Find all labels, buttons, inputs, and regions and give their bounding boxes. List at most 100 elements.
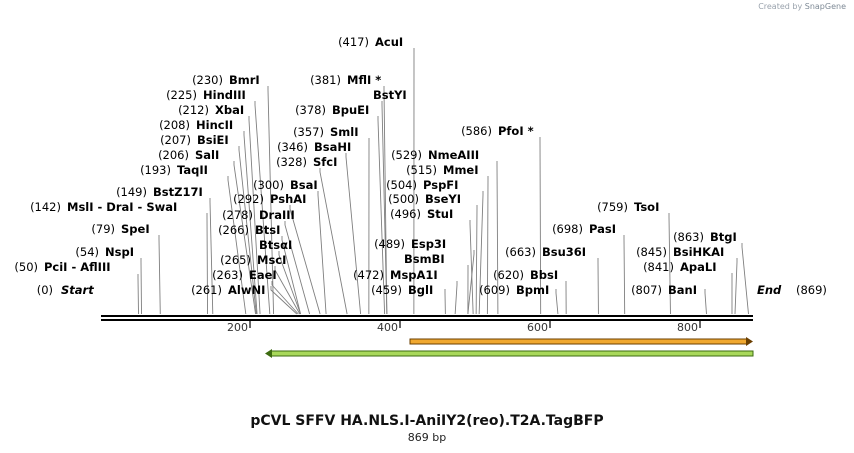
- site-name-spei[interactable]: SpeI: [121, 222, 150, 236]
- site-name-sfci[interactable]: SfcI: [313, 155, 337, 169]
- site-name-bsai[interactable]: BsaI: [290, 178, 318, 192]
- site-label-pasi[interactable]: (698): [552, 222, 583, 236]
- site-label-esp3i[interactable]: (489): [374, 237, 405, 251]
- site-name-smli[interactable]: SmlI: [330, 125, 359, 139]
- site-label-pfoi[interactable]: (586): [461, 124, 492, 138]
- site-label-tsoi[interactable]: (759): [597, 200, 628, 214]
- site-label-bsu36i[interactable]: (663): [505, 245, 536, 259]
- site-name-bani[interactable]: BanI: [668, 283, 697, 297]
- site-name-bstz17i[interactable]: BstZ17I: [153, 185, 203, 199]
- feature-bar-green-feature[interactable]: [269, 350, 754, 357]
- site-name-nspi[interactable]: NspI: [105, 245, 134, 259]
- site-name-pcil[interactable]: PciI - AflIII: [44, 260, 111, 274]
- site-name-stui[interactable]: StuI: [427, 207, 453, 221]
- site-leader-btgi: [741, 243, 749, 315]
- site-label-bgli[interactable]: (459): [371, 283, 402, 297]
- site-name-bmri[interactable]: BmrI: [229, 73, 260, 87]
- site-name-btsi[interactable]: BtsI: [255, 223, 280, 237]
- site-label-mspa1i[interactable]: (472): [353, 268, 384, 282]
- site-name-hindiii[interactable]: HindIII: [203, 88, 246, 102]
- site-name-bpuei[interactable]: BpuEI: [332, 103, 369, 117]
- site-label-btsi[interactable]: (266): [218, 223, 249, 237]
- site-label-bbsi[interactable]: (620): [493, 268, 524, 282]
- site-label-bsiei[interactable]: (207): [160, 133, 191, 147]
- site-name-btgi[interactable]: BtgI: [710, 230, 737, 244]
- site-label-pcil[interactable]: (50): [14, 260, 38, 274]
- site-leader-bsahi: [345, 153, 362, 315]
- site-label-xbai[interactable]: (212): [178, 103, 209, 117]
- site-label-nspi[interactable]: (54): [75, 245, 99, 259]
- site-leader-pcil: [137, 274, 139, 315]
- site-label-mmei[interactable]: (515): [406, 163, 437, 177]
- site-name-bgli[interactable]: BglI: [408, 283, 433, 297]
- site-label-taqii[interactable]: (193): [140, 163, 171, 177]
- site-label-draiii[interactable]: (278): [222, 208, 253, 222]
- site-name-bbsi[interactable]: BbsI: [530, 268, 558, 282]
- site-label-bsai[interactable]: (300): [253, 178, 284, 192]
- site-label-bmri[interactable]: (230): [192, 73, 223, 87]
- site-name-eaei[interactable]: EaeI: [249, 268, 277, 282]
- site-label-nmeaiii[interactable]: (529): [391, 148, 422, 162]
- site-name-draiii[interactable]: DraIII: [259, 208, 295, 222]
- site-label-mfli[interactable]: (381): [310, 73, 341, 87]
- site-name-alwni[interactable]: AlwNI: [228, 283, 265, 297]
- site-name-mspa1i[interactable]: MspA1I: [390, 268, 438, 282]
- site-name-bseyi[interactable]: BseYI: [425, 192, 461, 206]
- site-name-msli[interactable]: MslI - DraI - SwaI: [67, 200, 177, 214]
- site-label-spei[interactable]: (79): [91, 222, 115, 236]
- site-leader-mmei: [486, 176, 489, 315]
- site-label-alwni[interactable]: (261): [191, 283, 222, 297]
- site-name-bpmi[interactable]: BpmI: [516, 283, 549, 297]
- site-name-bsmbi[interactable]: BsmBI: [404, 252, 445, 266]
- site-name-pspfi[interactable]: PspFI: [423, 178, 458, 192]
- site-label-msli[interactable]: (142): [30, 200, 61, 214]
- site-label-stui[interactable]: (496): [390, 207, 421, 221]
- site-label-bseyi[interactable]: (500): [388, 192, 419, 206]
- feature-arrowhead-forward: [746, 337, 753, 346]
- site-label-bpuei[interactable]: (378): [295, 103, 326, 117]
- site-label-hincii[interactable]: (208): [159, 118, 190, 132]
- feature-bar-orange-feature[interactable]: [409, 338, 749, 345]
- site-leader-msci: [274, 266, 301, 315]
- site-name-btsai[interactable]: BtsαI: [259, 238, 292, 252]
- site-name-bsu36i[interactable]: Bsu36I: [542, 245, 586, 259]
- site-name-pfoi[interactable]: PfoI *: [498, 124, 534, 138]
- site-name-bstyi[interactable]: BstYI: [373, 88, 407, 102]
- site-name-mfli[interactable]: MflI *: [347, 73, 381, 87]
- site-label-smli[interactable]: (357): [293, 125, 324, 139]
- site-name-apali[interactable]: ApaLI: [680, 260, 717, 274]
- site-label-bani[interactable]: (807): [631, 283, 662, 297]
- site-name-esp3i[interactable]: Esp3I: [411, 237, 446, 251]
- site-leader-stui: [469, 220, 474, 315]
- site-name-hincii[interactable]: HincII: [196, 118, 233, 132]
- site-label-bsihkai[interactable]: (845): [636, 245, 667, 259]
- site-label-msci[interactable]: (265): [220, 253, 251, 267]
- site-name-pshai[interactable]: PshAI: [270, 192, 306, 206]
- site-label-sfci[interactable]: (328): [276, 155, 307, 169]
- site-label-eaei[interactable]: (263): [212, 268, 243, 282]
- site-label-acui[interactable]: (417): [338, 35, 369, 49]
- site-label-bpmi[interactable]: (609): [479, 283, 510, 297]
- site-name-bsahi[interactable]: BsaHI: [314, 140, 351, 154]
- site-name-xbai[interactable]: XbaI: [215, 103, 244, 117]
- site-name-bsihkai[interactable]: BsiHKAI: [673, 245, 724, 259]
- site-name-sali[interactable]: SalI: [195, 148, 219, 162]
- site-label-btgi[interactable]: (863): [673, 230, 704, 244]
- site-name-msci[interactable]: MscI: [257, 253, 286, 267]
- site-label-apali[interactable]: (841): [643, 260, 674, 274]
- site-position: (265): [220, 253, 251, 267]
- site-label-pshai[interactable]: (292): [233, 192, 264, 206]
- site-name-nmeaiii[interactable]: NmeAIII: [428, 148, 479, 162]
- site-name-acui[interactable]: AcuI: [375, 35, 403, 49]
- site-label-hindiii[interactable]: (225): [166, 88, 197, 102]
- site-name-tsoi[interactable]: TsoI: [634, 200, 659, 214]
- site-name-taqii[interactable]: TaqII: [177, 163, 208, 177]
- credit-prefix: Created by: [758, 2, 803, 11]
- site-name-bsiei[interactable]: BsiEI: [197, 133, 229, 147]
- site-label-bsahi[interactable]: (346): [277, 140, 308, 154]
- site-label-bstz17i[interactable]: (149): [116, 185, 147, 199]
- site-name-mmei[interactable]: MmeI: [443, 163, 479, 177]
- site-name-pasi[interactable]: PasI: [589, 222, 616, 236]
- site-label-sali[interactable]: (206): [158, 148, 189, 162]
- site-label-pspfi[interactable]: (504): [386, 178, 417, 192]
